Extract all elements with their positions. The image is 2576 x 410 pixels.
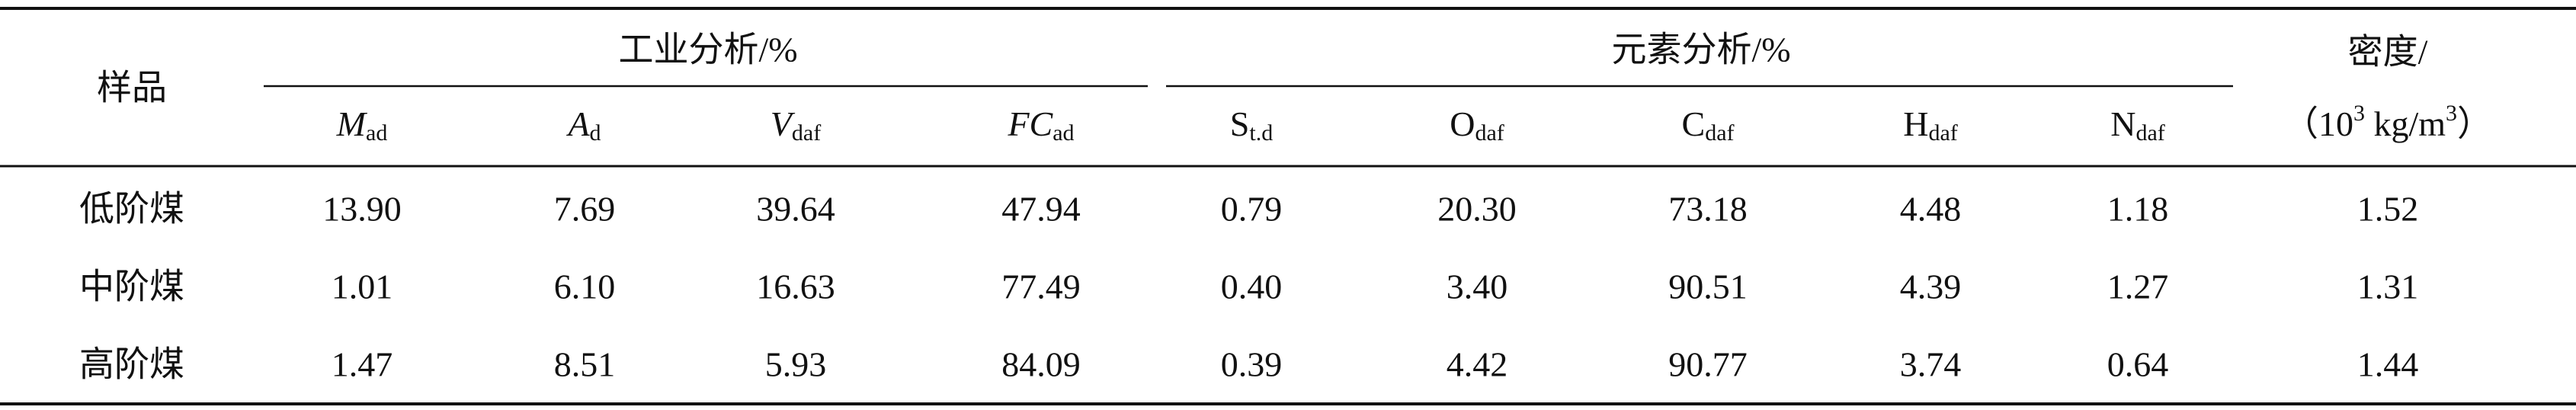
symbol: H [1903, 104, 1928, 143]
cell-value: 13.90 [322, 190, 402, 229]
cell-value: 1.44 [2357, 345, 2419, 384]
symbol: O [1450, 104, 1475, 143]
density-header: 密度/ [2348, 33, 2428, 72]
subscript: daf [2135, 120, 2164, 146]
column-header: Vdaf [771, 104, 821, 146]
column-header: Cdaf [1682, 104, 1735, 146]
cell-value: 4.42 [1447, 345, 1508, 384]
cell-value: 3.74 [1900, 345, 1962, 384]
cell-value: 0.39 [1221, 345, 1283, 384]
cell-value: 0.79 [1221, 190, 1283, 229]
cell-value: 1.52 [2357, 190, 2419, 229]
cell-value: 1.27 [2107, 267, 2169, 306]
column-header: Odaf [1450, 104, 1504, 146]
column-header: Ndaf [2110, 104, 2165, 146]
subscript: ad [366, 120, 387, 146]
subscript: d [590, 120, 601, 146]
symbol: S [1230, 104, 1250, 143]
cell-value: 5.93 [765, 345, 827, 384]
cell-value: 77.49 [1001, 267, 1081, 306]
symbol: V [771, 104, 796, 143]
group-header: 工业分析/% [618, 30, 797, 69]
cell-value: 6.10 [554, 267, 616, 306]
text: kg/m [2365, 104, 2446, 143]
cell-value: 20.30 [1437, 190, 1517, 229]
density-unit: （103 kg/m3） [2283, 101, 2492, 143]
cell-value: 3.40 [1447, 267, 1508, 306]
symbol: N [2110, 104, 2135, 143]
cell-value: 90.51 [1668, 267, 1748, 306]
cell-value: 39.64 [756, 190, 835, 229]
column-header: St.d [1230, 104, 1273, 146]
symbol: M [336, 104, 368, 143]
cell-value: 4.48 [1900, 190, 1962, 229]
sample-name: 低阶煤 [79, 190, 184, 229]
cell-value: 4.39 [1900, 267, 1962, 306]
column-header: Ad [566, 104, 601, 146]
sample-name: 中阶煤 [79, 267, 184, 306]
column-header: Hdaf [1903, 104, 1958, 146]
sample-name: 高阶煤 [79, 345, 184, 384]
cell-value: 1.47 [332, 345, 393, 384]
symbol: FC [1007, 104, 1053, 143]
cell-value: 0.40 [1221, 267, 1283, 306]
subscript: daf [792, 120, 821, 146]
text: （10 [2283, 104, 2353, 143]
sample-header: 样品 [97, 69, 167, 107]
subscript: daf [1475, 120, 1504, 146]
cell-value: 1.01 [332, 267, 393, 306]
subscript: daf [1928, 120, 1957, 146]
superscript: 3 [2353, 101, 2365, 126]
cell-value: 0.64 [2107, 345, 2169, 384]
cell-value: 84.09 [1001, 345, 1081, 384]
cell-value: 90.77 [1668, 345, 1748, 384]
subscript: t.d [1249, 120, 1273, 146]
symbol: A [566, 104, 590, 143]
subscript: ad [1053, 120, 1074, 146]
subscript: daf [1705, 120, 1734, 146]
cell-value: 8.51 [554, 345, 616, 384]
column-header: FCad [1007, 104, 1074, 146]
cell-value: 7.69 [554, 190, 616, 229]
group-header: 元素分析/% [1611, 30, 1790, 69]
symbol: C [1682, 104, 1706, 143]
cell-value: 73.18 [1668, 190, 1748, 229]
cell-value: 47.94 [1001, 190, 1081, 229]
cell-value: 1.31 [2357, 267, 2419, 306]
text: ） [2457, 104, 2492, 143]
column-header: Mad [336, 104, 388, 146]
superscript: 3 [2446, 101, 2457, 126]
cell-value: 1.18 [2107, 190, 2169, 229]
cell-value: 16.63 [756, 267, 835, 306]
